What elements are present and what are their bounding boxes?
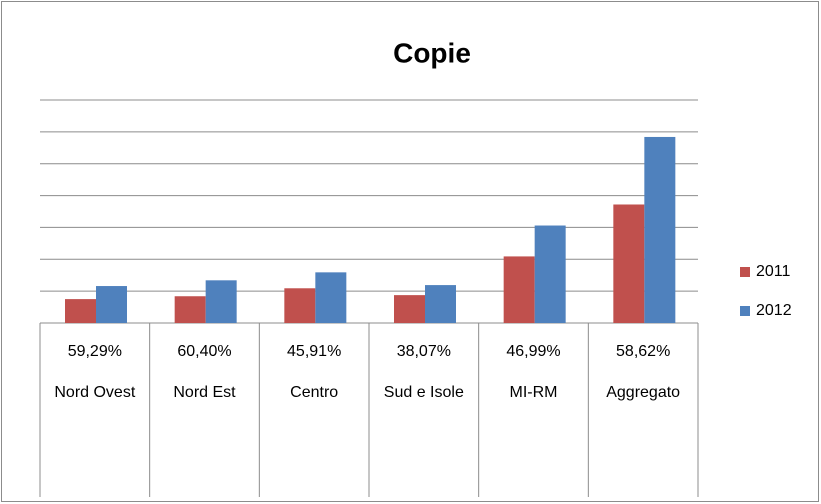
bar — [284, 288, 316, 323]
bar — [394, 295, 425, 323]
bar — [613, 204, 645, 323]
table-cell: 45,91% — [287, 343, 341, 360]
x-tick-label: Sud e Isole — [384, 384, 464, 401]
bar — [425, 285, 456, 323]
bar — [644, 136, 676, 323]
legend-swatch — [740, 267, 750, 277]
table-cell: 46,99% — [506, 343, 560, 360]
bar — [315, 272, 347, 323]
legend-swatch — [740, 306, 750, 316]
x-tick-label: Nord Ovest — [54, 384, 135, 401]
x-tick-label: Nord Est — [173, 384, 236, 401]
table-cell: 38,07% — [397, 343, 451, 360]
legend-label: 2011 — [756, 263, 791, 280]
bar — [174, 296, 206, 323]
table-cell: 58,62% — [616, 343, 670, 360]
x-tick-label: MI-RM — [510, 384, 558, 401]
table-cell: 59,29% — [68, 343, 122, 360]
chart-title: Copie — [393, 37, 471, 68]
table-cell: 60,40% — [177, 343, 231, 360]
bar — [65, 299, 96, 323]
legend-label: 2012 — [756, 302, 792, 319]
bar — [534, 225, 566, 323]
bar — [96, 286, 127, 323]
bar — [503, 256, 535, 323]
x-tick-label: Aggregato — [606, 384, 680, 401]
bar — [205, 280, 237, 323]
x-tick-label: Centro — [290, 384, 338, 401]
